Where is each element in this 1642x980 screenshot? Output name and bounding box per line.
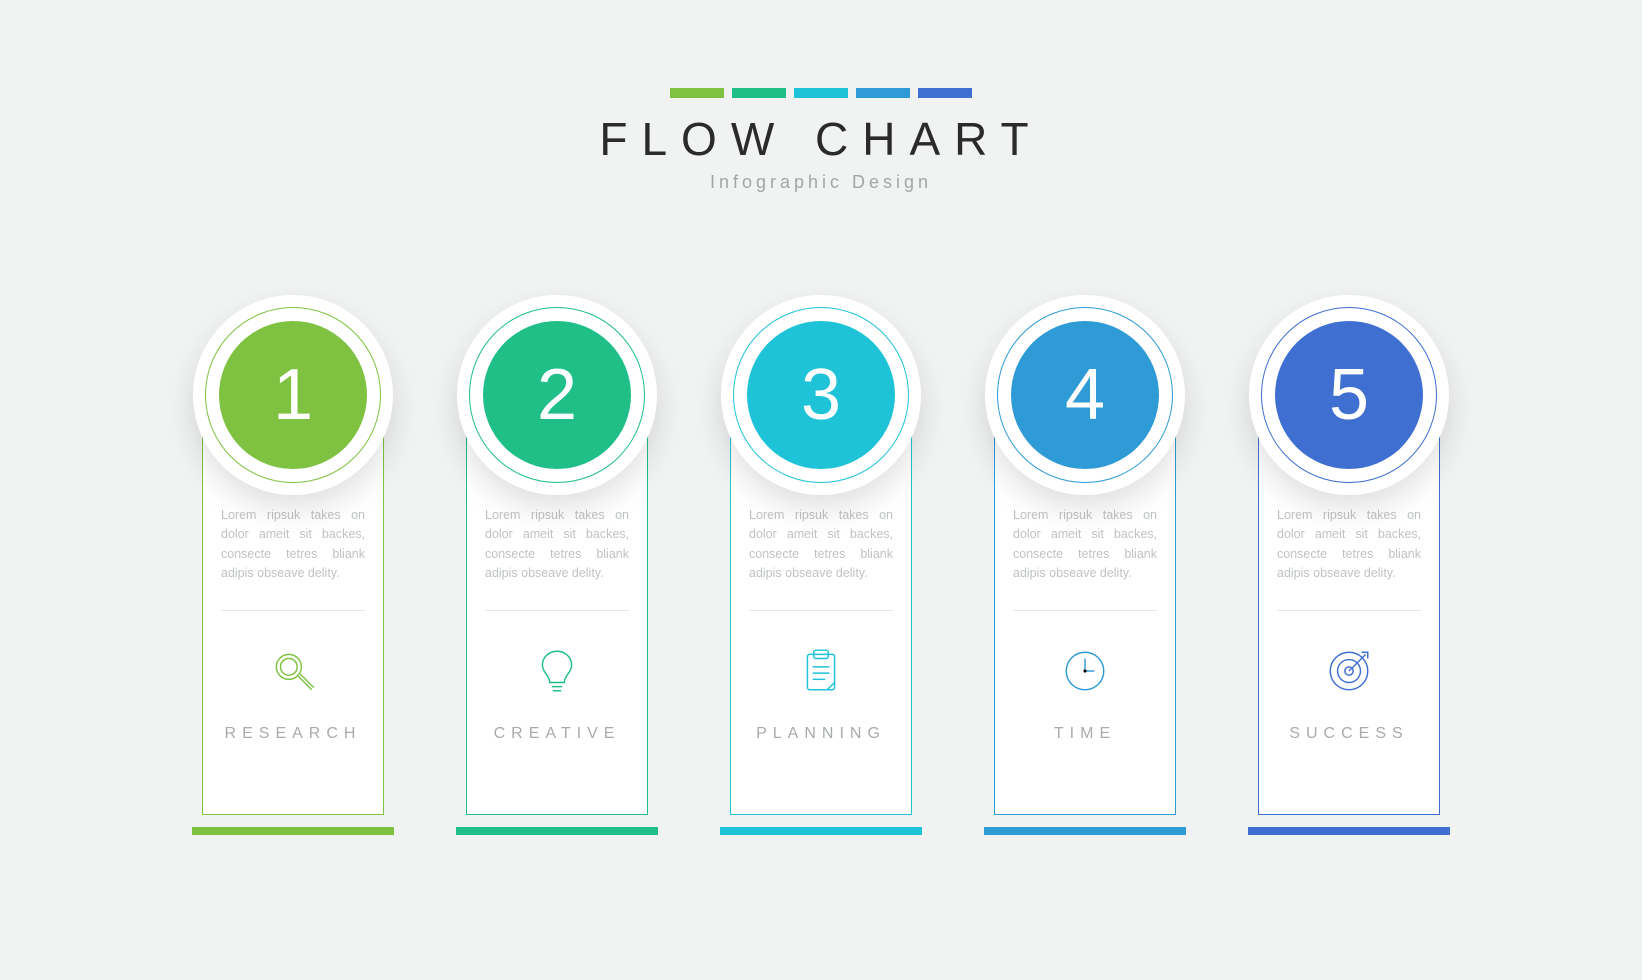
header-swatches [0, 88, 1642, 98]
step-number-disc: 2 [457, 295, 657, 495]
divider [221, 610, 365, 611]
step-label: RESEARCH [221, 725, 365, 743]
swatch-5 [918, 88, 972, 98]
clipboard-icon [749, 633, 893, 709]
target-icon [1277, 633, 1421, 709]
step-number-disc: 5 [1249, 295, 1449, 495]
step-card-4: Lorem ripsuk takes on dolor ameit sit ba… [980, 295, 1190, 835]
step-label: PLANNING [749, 725, 893, 743]
step-number: 4 [1011, 321, 1159, 469]
step-underline [720, 827, 922, 835]
step-number: 5 [1275, 321, 1423, 469]
step-description: Lorem ripsuk takes on dolor ameit sit ba… [1013, 506, 1157, 584]
step-description: Lorem ripsuk takes on dolor ameit sit ba… [1277, 506, 1421, 584]
step-number-disc: 4 [985, 295, 1185, 495]
step-card-2: Lorem ripsuk takes on dolor ameit sit ba… [452, 295, 662, 835]
step-description: Lorem ripsuk takes on dolor ameit sit ba… [485, 506, 629, 584]
swatch-2 [732, 88, 786, 98]
cards-row: Lorem ripsuk takes on dolor ameit sit ba… [0, 295, 1642, 835]
step-number-disc: 1 [193, 295, 393, 495]
step-card-5: Lorem ripsuk takes on dolor ameit sit ba… [1244, 295, 1454, 835]
swatch-1 [670, 88, 724, 98]
step-underline [192, 827, 394, 835]
header: FLOW CHART Infographic Design [0, 88, 1642, 193]
step-label: SUCCESS [1277, 725, 1421, 743]
swatch-3 [794, 88, 848, 98]
page-subtitle: Infographic Design [0, 172, 1642, 193]
swatch-4 [856, 88, 910, 98]
clock-icon [1013, 633, 1157, 709]
step-label: TIME [1013, 725, 1157, 743]
divider [485, 610, 629, 611]
step-number: 1 [219, 321, 367, 469]
divider [1013, 610, 1157, 611]
page-title: FLOW CHART [0, 112, 1642, 166]
lightbulb-icon [485, 633, 629, 709]
step-card-1: Lorem ripsuk takes on dolor ameit sit ba… [188, 295, 398, 835]
step-underline [456, 827, 658, 835]
step-number: 3 [747, 321, 895, 469]
step-underline [1248, 827, 1450, 835]
step-number-disc: 3 [721, 295, 921, 495]
divider [1277, 610, 1421, 611]
magnifier-icon [221, 633, 365, 709]
step-label: CREATIVE [485, 725, 629, 743]
step-number: 2 [483, 321, 631, 469]
divider [749, 610, 893, 611]
step-underline [984, 827, 1186, 835]
step-card-3: Lorem ripsuk takes on dolor ameit sit ba… [716, 295, 926, 835]
step-description: Lorem ripsuk takes on dolor ameit sit ba… [221, 506, 365, 584]
step-description: Lorem ripsuk takes on dolor ameit sit ba… [749, 506, 893, 584]
